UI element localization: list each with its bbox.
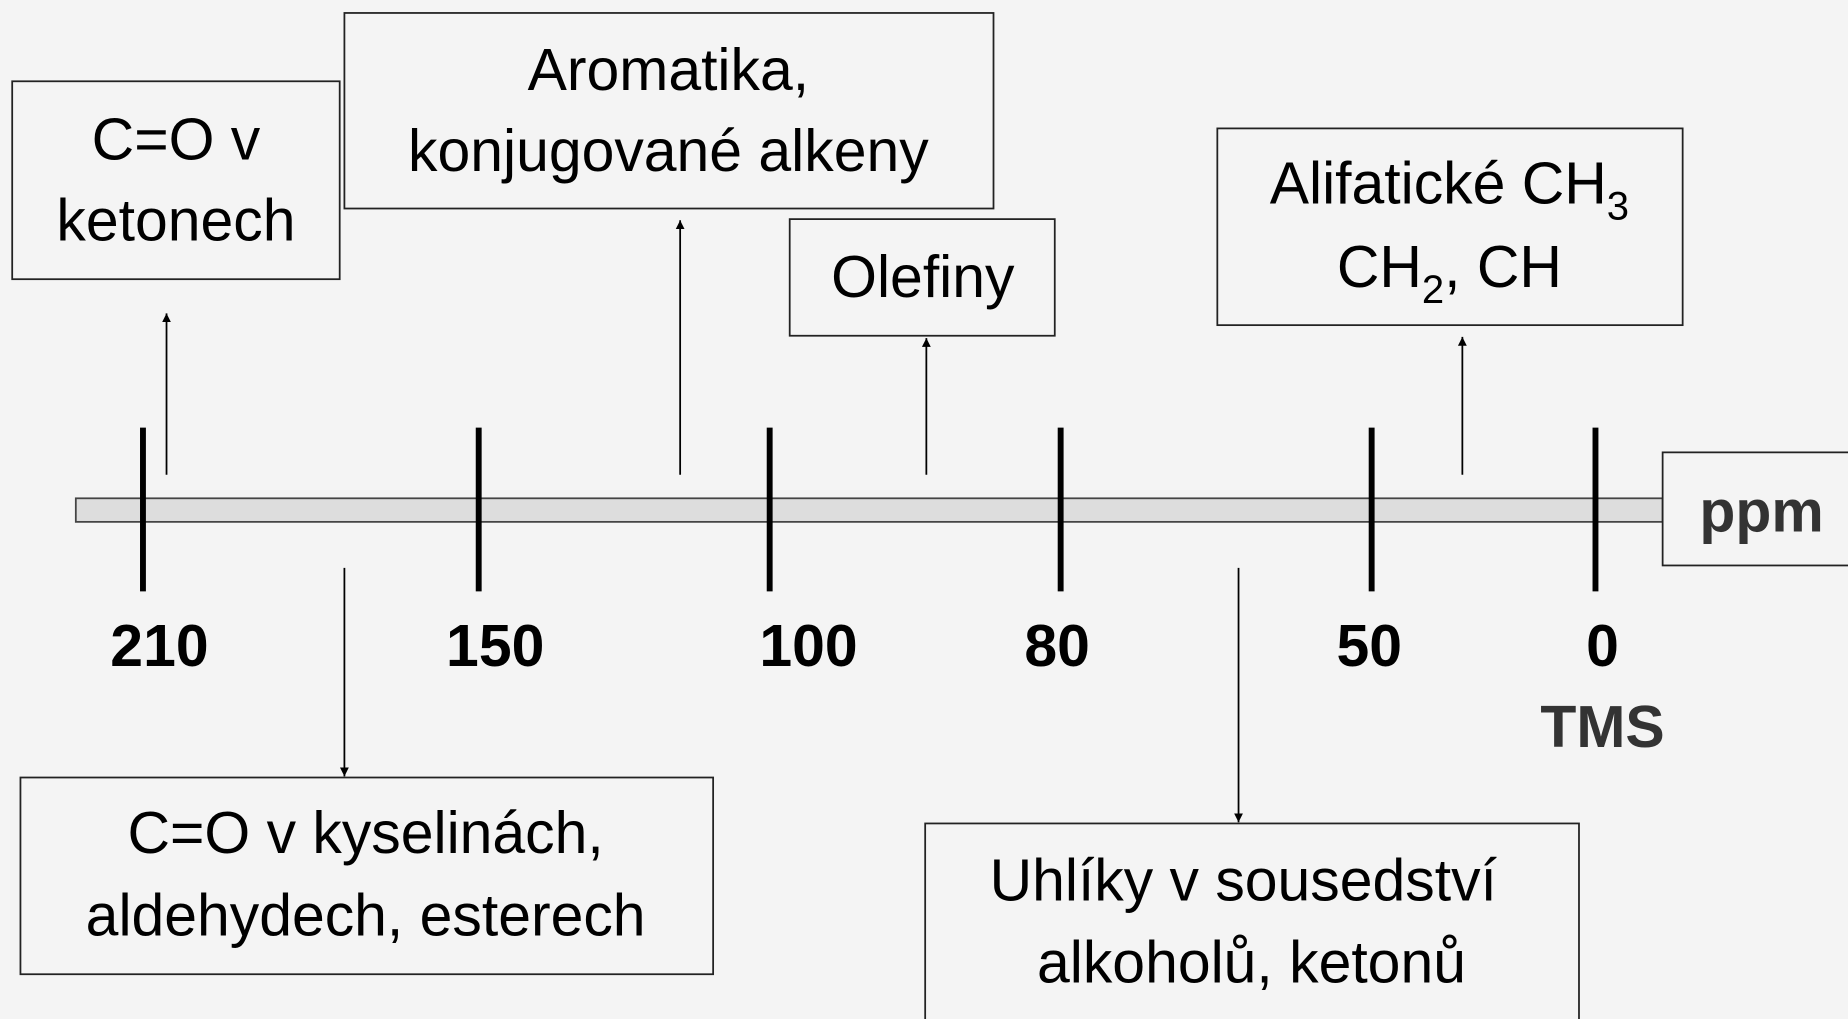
box-text: C=O v kyselinách, bbox=[128, 801, 604, 866]
box-text: aldehydech, esterech bbox=[86, 884, 646, 949]
tick-label: 210 bbox=[110, 614, 208, 679]
subscript: 3 bbox=[1607, 184, 1629, 228]
tick-label: 0 bbox=[1586, 614, 1619, 679]
box-text: C=O v bbox=[92, 107, 261, 172]
tick-label: 150 bbox=[446, 614, 544, 679]
label-box bbox=[11, 80, 341, 281]
tick-label: 50 bbox=[1337, 614, 1403, 679]
box-text: konjugované alkeny bbox=[408, 119, 929, 184]
text-part: CH bbox=[1337, 235, 1422, 300]
box-text: Aromatika, bbox=[528, 38, 809, 103]
box-text: CH2, CH bbox=[1337, 235, 1562, 312]
box-text: Olefiny bbox=[831, 245, 1015, 310]
tick-label: 80 bbox=[1024, 614, 1090, 679]
box-text: Uhlíky v sousedství bbox=[990, 848, 1498, 913]
label-box bbox=[788, 218, 1056, 337]
reference-label: TMS bbox=[1540, 695, 1664, 760]
box-text: ketonech bbox=[56, 189, 295, 254]
box-text: Alifatické CH3 bbox=[1270, 151, 1629, 228]
label-box bbox=[924, 822, 1580, 1019]
text-part: Alifatické CH bbox=[1270, 151, 1607, 216]
subscript: 2 bbox=[1422, 268, 1444, 312]
unit-box bbox=[1661, 451, 1848, 567]
label-box bbox=[1216, 127, 1684, 327]
label-box bbox=[19, 776, 715, 976]
label-box bbox=[343, 12, 995, 210]
tick-label: 100 bbox=[759, 614, 857, 679]
text-part: , CH bbox=[1444, 235, 1562, 300]
unit-label: ppm bbox=[1699, 480, 1823, 545]
box-text: alkoholů, ketonů bbox=[1037, 931, 1466, 996]
axis-bar bbox=[74, 497, 1664, 523]
